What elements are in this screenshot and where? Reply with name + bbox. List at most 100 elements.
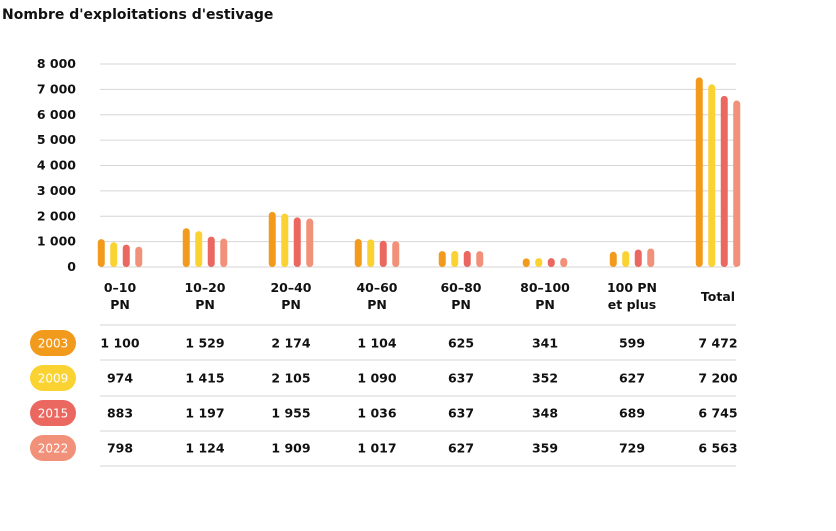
table-cell: 1 124: [185, 441, 224, 456]
bar-2022-7: [733, 100, 741, 268]
bar-2015-4: [463, 250, 471, 267]
category-label-line: 0–10: [104, 280, 137, 295]
category-label-line: PN: [281, 297, 301, 312]
bar-2022-2: [306, 218, 314, 267]
table-cell: 1 104: [357, 336, 396, 351]
legend-label: 2022: [38, 442, 69, 456]
bar-2003-7: [695, 77, 703, 267]
bar-2022-4: [476, 251, 484, 267]
table-cell: 1 090: [357, 371, 396, 386]
legend-pill-2003: [30, 330, 76, 356]
bar-2003-5: [522, 258, 530, 267]
bar-2003-6: [609, 251, 617, 267]
table-cell: 6 563: [698, 441, 737, 456]
table-row: 2009 974 1 415 2 105 1 090 637 352 627 7 200: [30, 365, 738, 391]
table-row: 2022 798 1 124 1 909 1 017 627 359 729 6 563: [30, 435, 738, 461]
category-label-line: PN: [110, 297, 130, 312]
table-cell: 1 955: [271, 406, 310, 421]
bar-2003-2: [268, 211, 276, 267]
table-cell: 2 174: [271, 336, 310, 351]
legend-pill-2009: [30, 365, 76, 391]
category-label-line: 100 PN: [607, 280, 657, 295]
bar-2015-1: [207, 236, 215, 267]
category-label: Total: [701, 289, 735, 304]
table-cell: 637: [448, 371, 474, 386]
table-cell: 1 100: [100, 336, 139, 351]
table-cell: 352: [532, 371, 558, 386]
table-cell: 637: [448, 406, 474, 421]
bar-2009-2: [281, 213, 289, 267]
chart-title: Nombre d'exploitations d'estivage: [2, 7, 274, 23]
bar-2009-6: [622, 251, 630, 267]
bar-2022-5: [560, 257, 568, 267]
category-label-line: PN: [195, 297, 215, 312]
legend-pill-2022: [30, 435, 76, 461]
category-label: 40–60 PN: [356, 280, 397, 312]
table-row: 2015 883 1 197 1 955 1 036 637 348 689 6 745: [30, 400, 738, 426]
bar-2015-5: [547, 258, 555, 267]
data-table: 2003 1 100 1 529 2 174 1 104 625 341 599 7 47220…: [30, 324, 738, 467]
category-label-line: 10–20: [184, 280, 225, 295]
bar-2003-3: [354, 238, 362, 267]
table-cell: 974: [107, 371, 133, 386]
bar-2022-3: [392, 241, 400, 267]
table-cell: 1 017: [357, 441, 396, 456]
table-row: 2003 1 100 1 529 2 174 1 104 625 341 599 7 472: [30, 330, 738, 356]
category-label-line: PN: [535, 297, 555, 312]
table-cell: 341: [532, 336, 558, 351]
bar-2003-0: [97, 239, 105, 267]
legend-label: 2003: [38, 337, 69, 351]
bar-2009-5: [535, 258, 543, 267]
category-label: 100 PN et plus: [607, 280, 657, 312]
category-label-line: 80–100: [520, 280, 570, 295]
table-cell: 1 197: [185, 406, 224, 421]
table-cell: 7 200: [698, 371, 737, 386]
bar-2022-1: [220, 238, 228, 267]
bar-2022-6: [647, 248, 655, 267]
table-cell: 798: [107, 441, 133, 456]
table-cell: 599: [619, 336, 645, 351]
table-cell: 1 415: [185, 371, 224, 386]
y-tick-label: 7 000: [37, 81, 76, 96]
bar-2015-7: [720, 95, 728, 267]
y-tick-label: 6 000: [37, 107, 76, 122]
table-cell: 627: [619, 371, 645, 386]
y-tick-label: 8 000: [37, 56, 76, 71]
category-label: 10–20 PN: [184, 280, 225, 312]
gridlines: [100, 63, 736, 268]
table-cell: 729: [619, 441, 645, 456]
category-label: 20–40 PN: [270, 280, 311, 312]
bar-2003-1: [182, 228, 190, 267]
category-label: 60–80 PN: [440, 280, 481, 312]
y-tick-label: 1 000: [37, 234, 76, 249]
bar-2009-4: [451, 250, 459, 267]
table-cell: 7 472: [698, 336, 737, 351]
y-tick-label: 0: [67, 259, 76, 274]
table-cell: 883: [107, 406, 133, 421]
category-label: 80–100 PN: [520, 280, 570, 312]
bar-2009-7: [708, 84, 716, 267]
table-cell: 1 036: [357, 406, 396, 421]
table-cell: 1 909: [271, 441, 310, 456]
bars: [97, 77, 741, 268]
legend-label: 2015: [38, 407, 69, 421]
table-cell: 359: [532, 441, 558, 456]
bar-2015-3: [379, 240, 387, 267]
y-axis-ticks: 0 1 000 2 000 3 000 4 000 5 000 6 000 7 000 8 00…: [37, 56, 76, 274]
bar-2015-2: [293, 217, 301, 267]
category-label-line: et plus: [608, 297, 656, 312]
category-label-line: PN: [451, 297, 471, 312]
category-label-line: PN: [367, 297, 387, 312]
category-label-line: 60–80: [440, 280, 481, 295]
category-label-line: Total: [701, 289, 735, 304]
category-label: 0–10 PN: [104, 280, 137, 312]
table-cell: 348: [532, 406, 558, 421]
y-tick-label: 5 000: [37, 132, 76, 147]
table-cell: 627: [448, 441, 474, 456]
table-cell: 2 105: [271, 371, 310, 386]
bar-2015-6: [634, 249, 642, 267]
category-label-line: 20–40: [270, 280, 311, 295]
y-tick-label: 4 000: [37, 158, 76, 173]
table-cell: 689: [619, 406, 645, 421]
